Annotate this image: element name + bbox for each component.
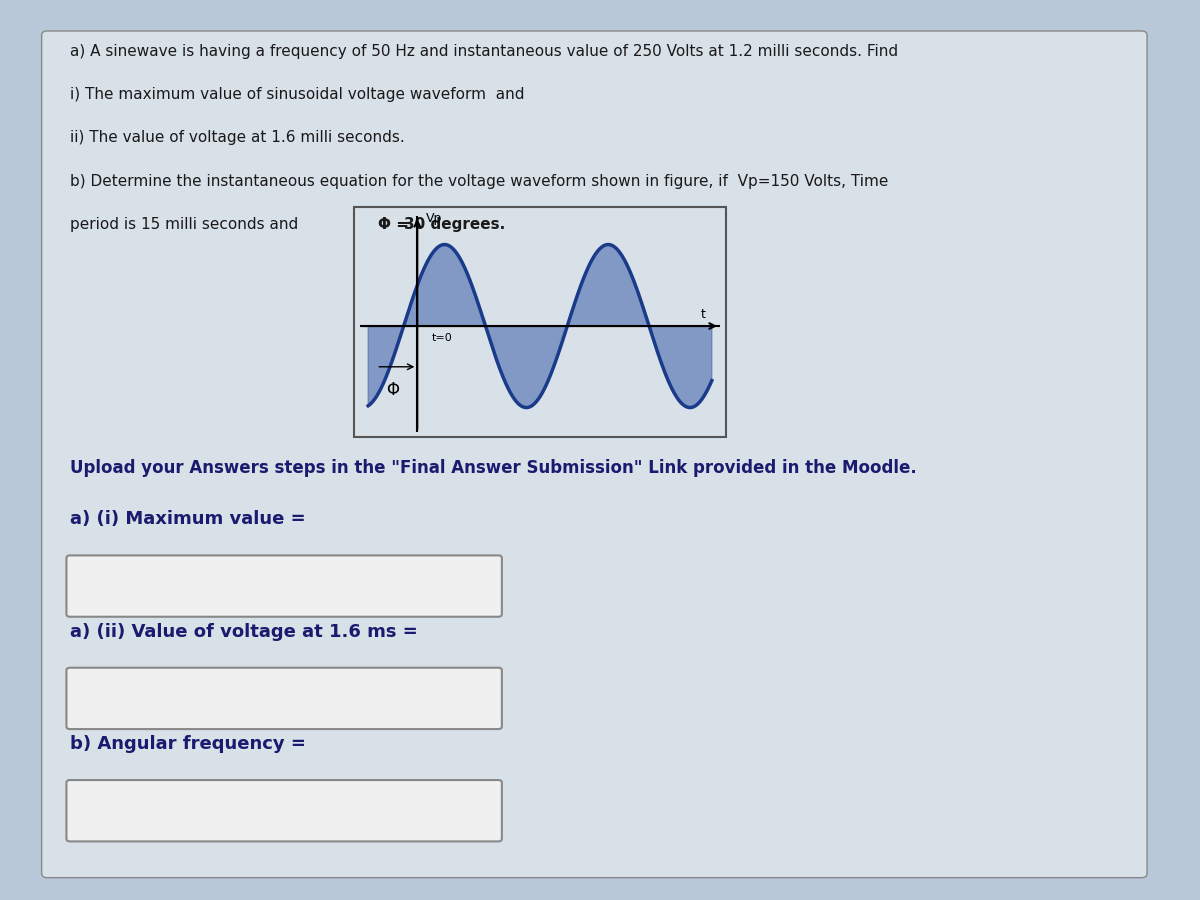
FancyBboxPatch shape bbox=[66, 555, 502, 616]
Text: Upload your Answers steps in the "Final Answer Submission" Link provided in the : Upload your Answers steps in the "Final … bbox=[70, 459, 917, 477]
Text: ii) The value of voltage at 1.6 milli seconds.: ii) The value of voltage at 1.6 milli se… bbox=[70, 130, 404, 145]
Text: a) (i) Maximum value =: a) (i) Maximum value = bbox=[70, 510, 306, 528]
FancyBboxPatch shape bbox=[66, 780, 502, 842]
FancyBboxPatch shape bbox=[66, 668, 502, 729]
Text: b) Determine the instantaneous equation for the voltage waveform shown in figure: b) Determine the instantaneous equation … bbox=[70, 174, 888, 188]
Text: t: t bbox=[701, 308, 706, 321]
FancyBboxPatch shape bbox=[42, 31, 1147, 878]
Text: a) A sinewave is having a frequency of 50 Hz and instantaneous value of 250 Volt: a) A sinewave is having a frequency of 5… bbox=[70, 44, 898, 58]
Text: Vp: Vp bbox=[426, 212, 442, 225]
Text: t=0: t=0 bbox=[432, 333, 452, 343]
Text: a) (ii) Value of voltage at 1.6 ms =: a) (ii) Value of voltage at 1.6 ms = bbox=[70, 623, 418, 641]
Text: i) The maximum value of sinusoidal voltage waveform  and: i) The maximum value of sinusoidal volta… bbox=[70, 87, 524, 102]
Text: b) Angular frequency =: b) Angular frequency = bbox=[70, 735, 306, 753]
Text: Φ =: Φ = bbox=[378, 217, 409, 231]
Text: period is 15 milli seconds and: period is 15 milli seconds and bbox=[70, 217, 302, 231]
Text: Φ: Φ bbox=[386, 382, 400, 400]
Text: 30 degrees.: 30 degrees. bbox=[403, 217, 505, 231]
